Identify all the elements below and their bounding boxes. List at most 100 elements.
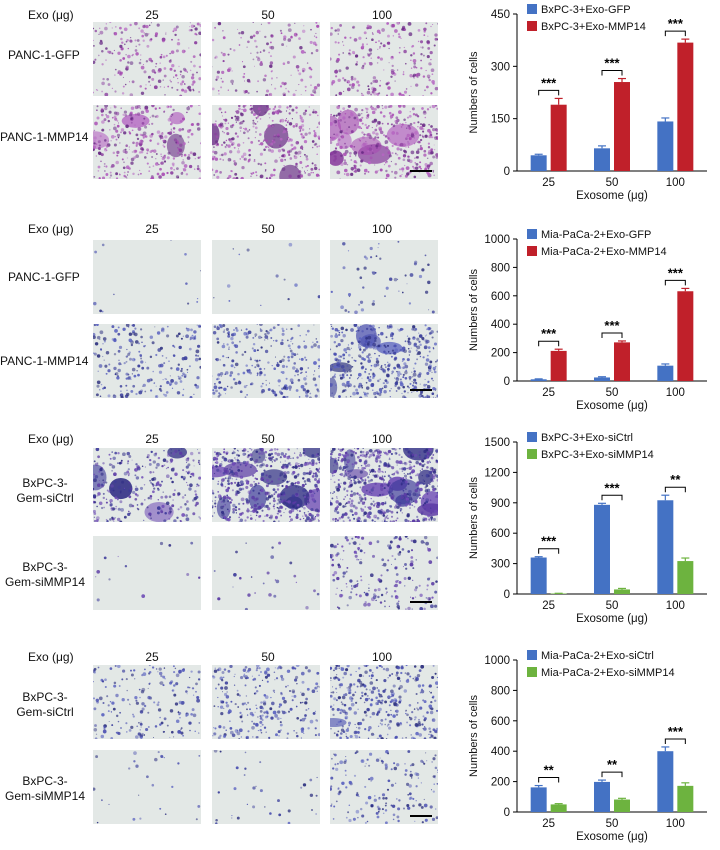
micrograph-texture bbox=[212, 536, 320, 610]
x-tick-label: 25 bbox=[542, 818, 555, 830]
legend-swatch bbox=[527, 449, 537, 459]
dose-label: 50 bbox=[261, 432, 275, 446]
micrograph bbox=[93, 448, 201, 522]
dose-label: 100 bbox=[371, 650, 393, 664]
y-tick-label: 1500 bbox=[484, 437, 510, 449]
micrograph bbox=[93, 105, 201, 179]
x-tick-label: 100 bbox=[666, 177, 685, 189]
x-axis-label: Exosome (μg) bbox=[576, 613, 648, 625]
micrograph-texture bbox=[93, 105, 201, 179]
micrograph-texture bbox=[93, 22, 201, 96]
y-tick-label: 400 bbox=[491, 319, 510, 331]
significance-bracket bbox=[601, 494, 623, 501]
x-tick-label: 100 bbox=[666, 387, 685, 399]
legend-swatch bbox=[527, 21, 537, 31]
y-tick-label: 0 bbox=[504, 376, 510, 388]
significance-bracket bbox=[538, 777, 560, 783]
y-tick-label: 450 bbox=[491, 9, 510, 21]
x-axis-label: Exosome (μg) bbox=[576, 190, 648, 202]
bar bbox=[657, 500, 674, 594]
dose-label: 25 bbox=[145, 8, 159, 22]
micrograph-texture bbox=[330, 448, 438, 522]
dose-label: 25 bbox=[145, 650, 159, 664]
micrograph-texture bbox=[93, 448, 201, 522]
significance-label: *** bbox=[668, 724, 684, 739]
micrograph bbox=[93, 665, 201, 739]
bar bbox=[550, 350, 567, 381]
bar bbox=[530, 379, 547, 381]
bar bbox=[677, 561, 694, 594]
micrograph bbox=[212, 665, 320, 739]
significance-label: ** bbox=[607, 757, 618, 772]
micrograph bbox=[93, 22, 201, 96]
significance-label: ** bbox=[670, 472, 681, 487]
significance-label: *** bbox=[604, 480, 620, 495]
micrograph bbox=[212, 324, 320, 398]
row-label: BxPC-3- Gem-siCtrl bbox=[16, 690, 74, 719]
micrograph bbox=[212, 105, 320, 179]
y-tick-label: 1000 bbox=[484, 655, 510, 667]
x-tick-label: 25 bbox=[542, 177, 555, 189]
micrograph bbox=[93, 750, 201, 824]
bar bbox=[677, 785, 694, 812]
y-tick-label: 900 bbox=[491, 498, 510, 510]
bar-chart: 0 200 400 600 800 1000 Numbers of cells Exosome… bbox=[468, 229, 707, 412]
bar bbox=[677, 42, 694, 172]
micrograph bbox=[212, 22, 320, 96]
significance-label: *** bbox=[604, 56, 620, 71]
micrograph-texture bbox=[212, 448, 320, 522]
significance-label: *** bbox=[604, 318, 620, 333]
bar bbox=[594, 504, 610, 594]
micrograph bbox=[212, 750, 320, 824]
micrograph-texture bbox=[93, 750, 201, 824]
significance-bracket bbox=[601, 771, 623, 778]
bar bbox=[530, 155, 547, 171]
micrograph-texture bbox=[330, 324, 438, 398]
micrograph bbox=[93, 536, 201, 610]
y-tick-label: 400 bbox=[491, 746, 510, 758]
row-label: BxPC-3- Gem-siMMP14 bbox=[4, 774, 85, 803]
y-tick-label: 300 bbox=[491, 61, 510, 73]
bar bbox=[677, 291, 694, 381]
significance-label: *** bbox=[668, 265, 684, 280]
legend-swatch bbox=[527, 4, 537, 14]
x-tick-label: 50 bbox=[606, 600, 619, 612]
micrograph bbox=[93, 240, 201, 314]
bar bbox=[657, 751, 674, 812]
y-tick-label: 1000 bbox=[484, 234, 510, 246]
micrograph-texture bbox=[212, 240, 320, 314]
dose-label: 50 bbox=[261, 650, 275, 664]
micrograph-texture bbox=[330, 665, 438, 739]
x-axis-label: Exosome (μg) bbox=[576, 831, 648, 843]
micrograph-texture bbox=[330, 536, 438, 610]
y-tick-label: 200 bbox=[491, 348, 510, 360]
bar bbox=[614, 799, 630, 812]
legend-entry: BxPC-3+Exo-siCtrl bbox=[541, 432, 633, 444]
bar-chart: 0 150 300 450 Numbers of cells Exosome (μg) 25… bbox=[468, 4, 707, 202]
legend-entry: Mia-PaCa-2+Exo-GFP bbox=[541, 229, 651, 241]
exo-label: Exo (μg) bbox=[28, 650, 74, 664]
legend-entry: Mia-PaCa-2+Exo-siMMP14 bbox=[541, 667, 675, 679]
bar bbox=[614, 342, 630, 381]
micrograph-texture bbox=[330, 750, 438, 824]
row-label: PANC-1-MMP14 bbox=[0, 130, 89, 144]
exo-label: Exo (μg) bbox=[28, 222, 74, 236]
y-tick-label: 150 bbox=[491, 114, 510, 126]
micrograph-texture bbox=[330, 105, 438, 179]
bar bbox=[614, 82, 630, 171]
y-tick-label: 600 bbox=[491, 528, 510, 540]
y-tick-label: 0 bbox=[504, 589, 510, 601]
micrograph-texture bbox=[330, 22, 438, 96]
legend-entry: BxPC-3+Exo-siMMP14 bbox=[541, 449, 654, 461]
micrograph-texture bbox=[93, 665, 201, 739]
significance-label: *** bbox=[541, 534, 557, 549]
bar-chart: 0 200 400 600 800 1000 Numbers of cells Exosome… bbox=[468, 650, 707, 843]
dose-label: 100 bbox=[371, 222, 393, 236]
micrograph-texture bbox=[212, 750, 320, 824]
micrograph-texture bbox=[93, 240, 201, 314]
bar bbox=[530, 557, 547, 594]
legend-entry: BxPC-3+Exo-GFP bbox=[541, 4, 631, 16]
micrograph-texture bbox=[212, 665, 320, 739]
bar bbox=[614, 589, 630, 594]
bar bbox=[550, 104, 567, 171]
